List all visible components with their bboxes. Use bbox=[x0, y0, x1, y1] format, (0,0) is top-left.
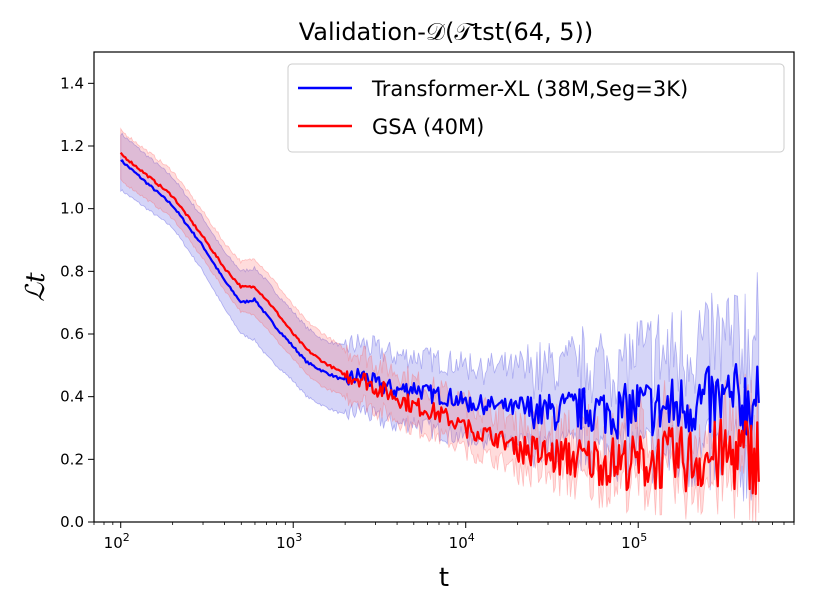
x-tick-exponent: 3 bbox=[295, 531, 302, 544]
series-lines bbox=[119, 151, 760, 496]
band-gsa bbox=[120, 127, 760, 522]
y-tick-label: 0.6 bbox=[60, 325, 84, 343]
chart-title: Validation-𝒟(𝒯tst(64, 5)) bbox=[299, 18, 594, 46]
plot-area bbox=[93, 51, 795, 523]
y-tick-label: 0.4 bbox=[60, 388, 84, 406]
x-axis-label: t bbox=[439, 563, 449, 593]
series-line-transformer-xl bbox=[120, 159, 760, 440]
legend-label-gsa: GSA (40M) bbox=[372, 115, 484, 139]
x-tick-exponent: 4 bbox=[468, 531, 475, 544]
series-line-gsa bbox=[119, 151, 760, 496]
y-tick-label: 1.2 bbox=[60, 137, 84, 155]
plot-frame bbox=[93, 51, 795, 523]
legend-label-transformer-xl: Transformer-XL (38M,Seg=3K) bbox=[371, 77, 688, 101]
y-tick-label: 1.4 bbox=[60, 74, 84, 92]
legend: Transformer-XL (38M,Seg=3K) GSA (40M) bbox=[287, 63, 785, 153]
y-tick-label: 1.0 bbox=[60, 200, 84, 218]
y-tick-label: 0.8 bbox=[60, 262, 84, 280]
y-axis-label: ℒt bbox=[21, 272, 51, 302]
y-tick-label: 0.0 bbox=[60, 513, 84, 531]
x-tick-exponent: 2 bbox=[123, 531, 130, 544]
y-tick-label: 0.2 bbox=[60, 450, 84, 468]
x-tick-exponent: 5 bbox=[640, 531, 647, 544]
legend-frame bbox=[287, 63, 785, 153]
y-axis: 0.0 0.2 0.4 0.6 0.8 1.0 1.2 1.4 bbox=[60, 74, 94, 531]
